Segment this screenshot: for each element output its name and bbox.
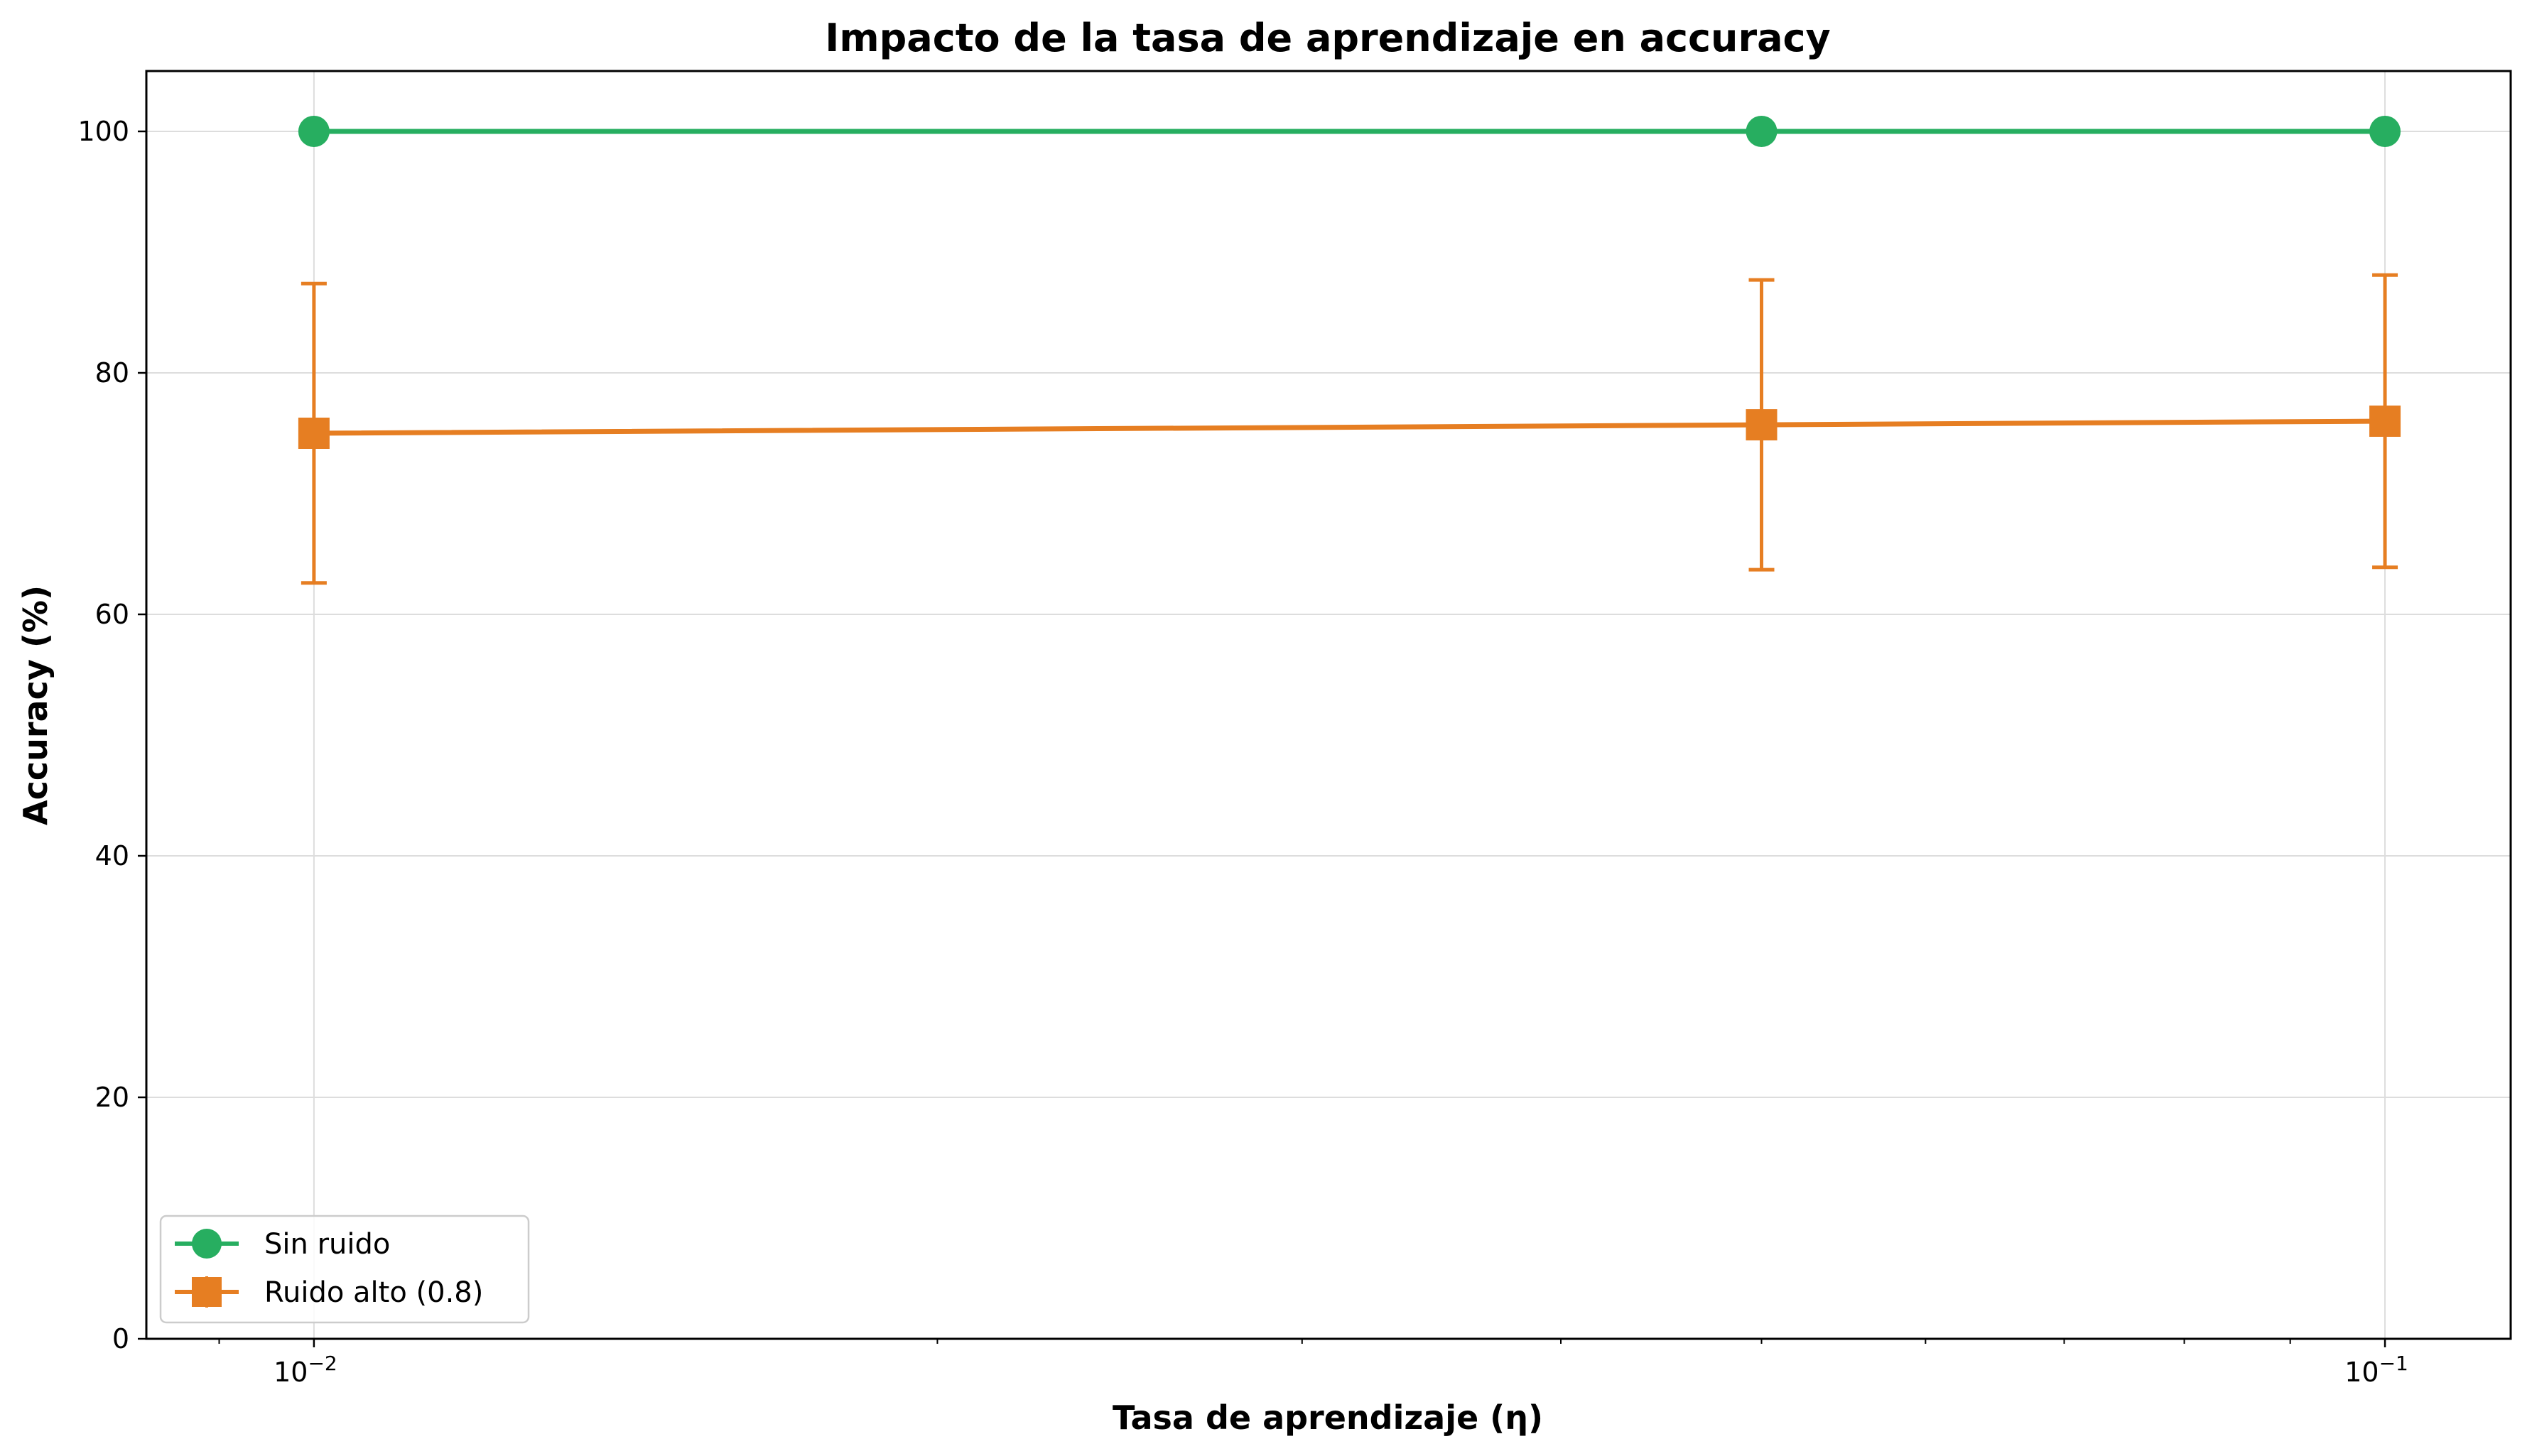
series-line: [313, 418, 2386, 436]
x-tick-label: 10−1: [2344, 1352, 2408, 1388]
legend: Sin ruido Ruido alto (0.8): [159, 1215, 530, 1324]
x-tick-label: 10−2: [274, 1352, 337, 1388]
y-axis-label: Accuracy (%): [16, 585, 55, 825]
data-point: [298, 418, 330, 449]
y-tick-label: 60: [95, 599, 129, 630]
legend-label-ruido-alto: Ruido alto (0.8): [264, 1276, 483, 1309]
y-tick-label: 20: [95, 1082, 129, 1113]
circle-marker-icon: [192, 1229, 222, 1259]
legend-box: [159, 1215, 530, 1324]
square-marker-icon: [192, 1277, 222, 1307]
x-axis-label: Tasa de aprendizaje (η): [1113, 1398, 1543, 1437]
data-point: [2369, 116, 2401, 147]
axes: 0 20 40 60 80 100 10−2 10−1: [77, 116, 2408, 1388]
data-point: [2369, 406, 2401, 437]
series-1: [298, 273, 2401, 585]
series-0: [298, 116, 2401, 147]
chart-title: Impacto de la tasa de aprendizaje en acc…: [825, 16, 1831, 60]
y-tick-label: 0: [112, 1323, 129, 1354]
data-point: [298, 116, 330, 147]
legend-item-ruido-alto: Ruido alto (0.8): [175, 1276, 483, 1309]
grid: [146, 71, 2511, 1340]
plot-frame: [145, 70, 2512, 1340]
legend-item-sin-ruido: Sin ruido: [175, 1228, 390, 1261]
data-point: [1746, 116, 1778, 147]
y-tick-label: 100: [77, 116, 129, 147]
legend-label-sin-ruido: Sin ruido: [264, 1228, 390, 1261]
y-tick-label: 80: [95, 357, 129, 389]
y-tick-label: 40: [95, 840, 129, 871]
series-layer: [298, 116, 2401, 585]
data-point: [1746, 409, 1778, 441]
